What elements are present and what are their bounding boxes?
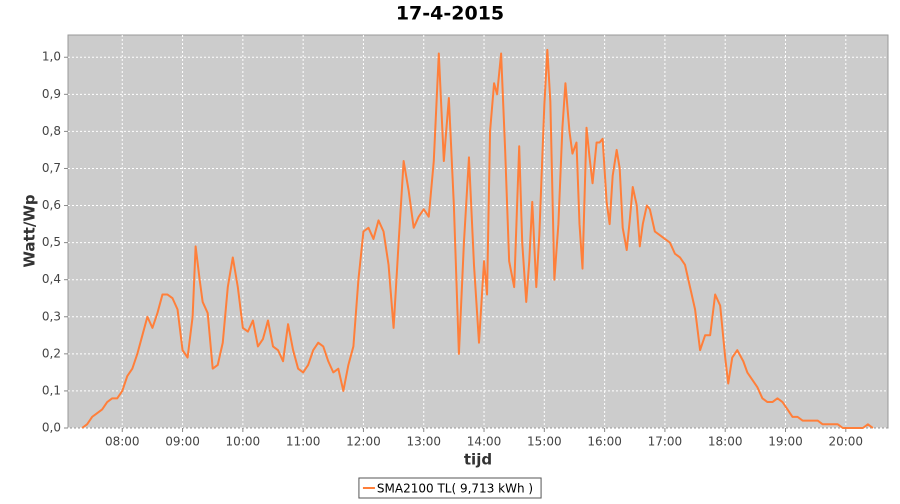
x-tick-label: 16:00 — [587, 435, 622, 449]
x-tick-label: 10:00 — [226, 435, 261, 449]
y-tick-label: 0,5 — [42, 235, 61, 249]
x-tick-label: 18:00 — [708, 435, 743, 449]
x-tick-label: 12:00 — [346, 435, 381, 449]
x-tick-label: 15:00 — [527, 435, 562, 449]
y-tick-label: 0,2 — [42, 346, 61, 360]
y-tick-label: 0,0 — [42, 421, 61, 435]
x-tick-label: 17:00 — [648, 435, 683, 449]
x-tick-label: 19:00 — [768, 435, 803, 449]
legend: SMA2100 TL( 9,713 kWh ) — [358, 477, 542, 499]
x-tick-label: 14:00 — [467, 435, 502, 449]
data-line — [81, 48, 874, 429]
y-tick-label: 0,6 — [42, 198, 61, 212]
chart-title: 17-4-2015 — [396, 3, 504, 25]
y-tick-label: 0,7 — [42, 161, 61, 175]
x-tick-label: 09:00 — [165, 435, 200, 449]
plot-area — [67, 34, 889, 429]
x-axis-label: tijd — [464, 451, 492, 469]
x-tick-label: 13:00 — [406, 435, 441, 449]
y-tick-label: 0,1 — [42, 383, 61, 397]
y-tick-label: 0,4 — [42, 272, 61, 286]
y-tick-label: 1,0 — [42, 50, 61, 64]
y-tick-label: 0,3 — [42, 309, 61, 323]
x-tick-label: 11:00 — [286, 435, 321, 449]
legend-label: SMA2100 TL( 9,713 kWh ) — [377, 482, 533, 496]
y-tick-label: 0,9 — [42, 87, 61, 101]
x-tick-label: 08:00 — [105, 435, 140, 449]
y-axis-label: Watt/Wp — [21, 194, 39, 267]
legend-box — [358, 477, 542, 499]
x-tick-label: 20:00 — [828, 435, 863, 449]
y-tick-label: 0,8 — [42, 124, 61, 138]
